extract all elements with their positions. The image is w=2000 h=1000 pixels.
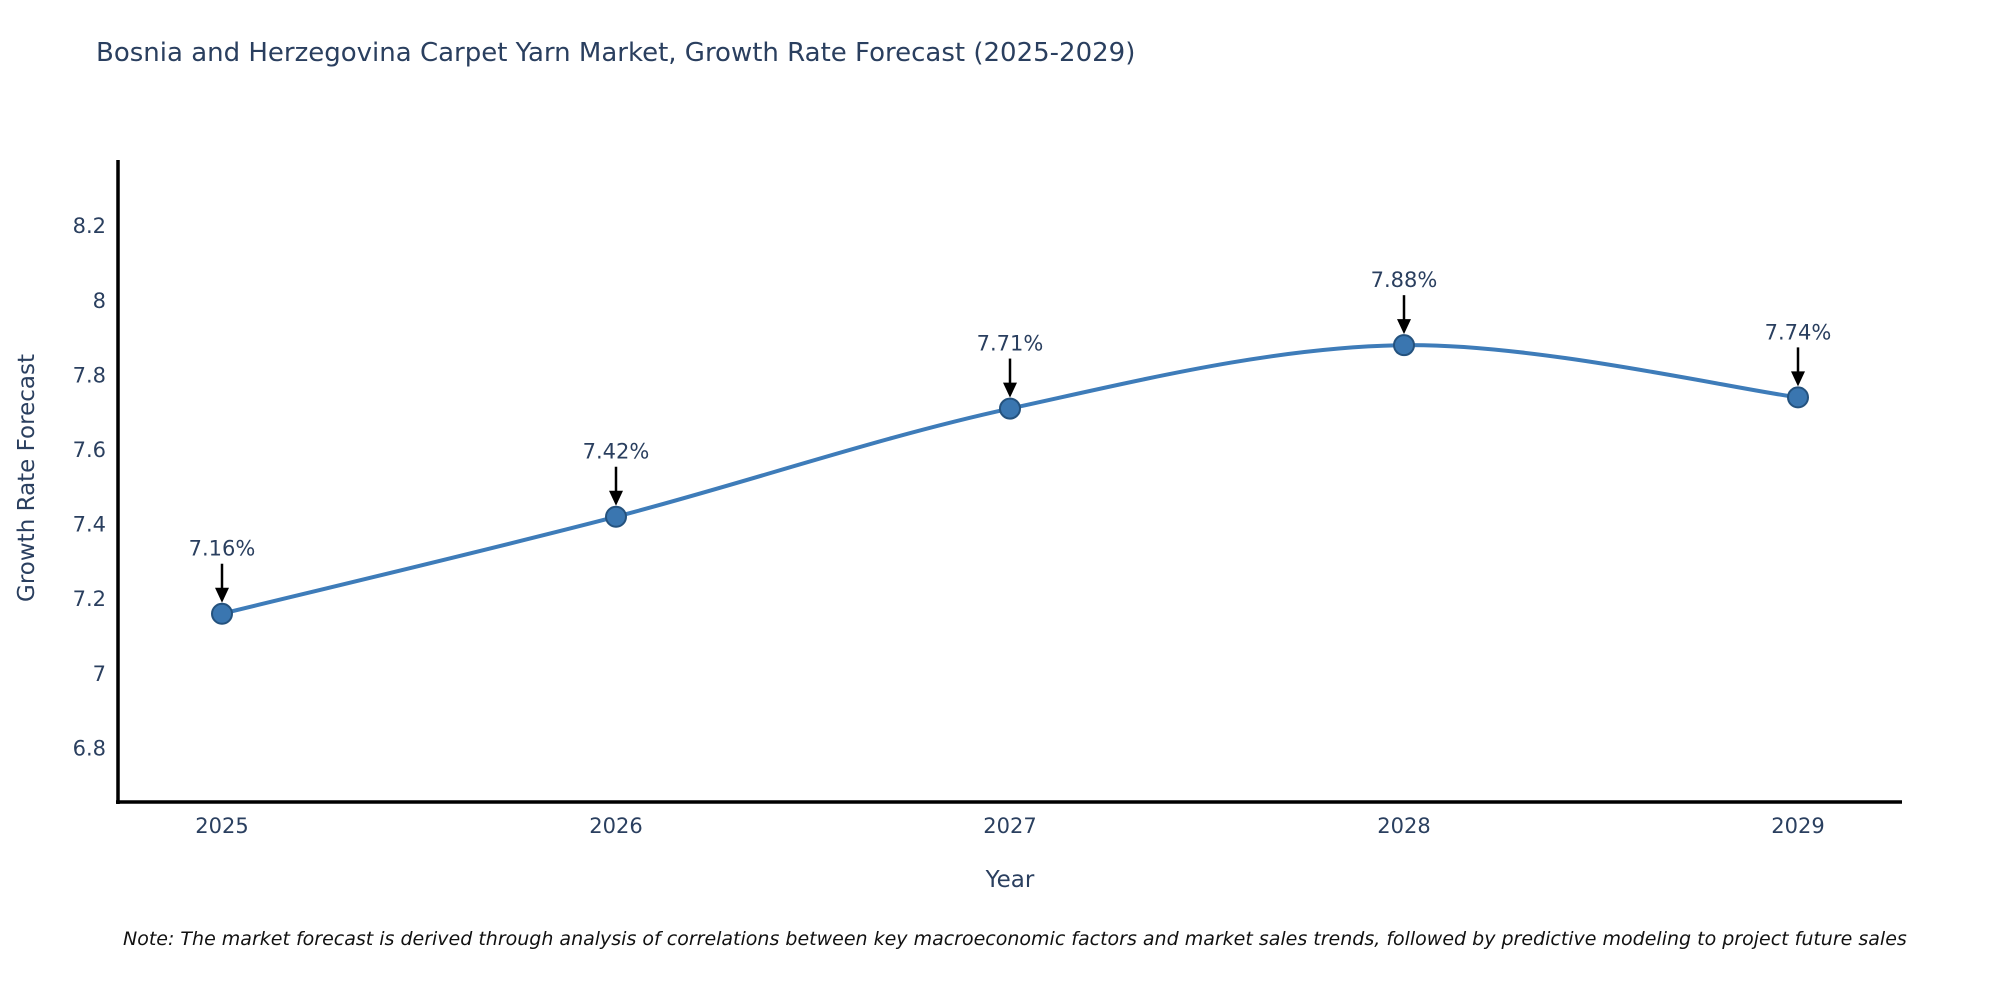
- data-point-marker: [605, 505, 627, 528]
- annotation-arrowhead: [1791, 371, 1805, 387]
- annotation-arrowhead: [1397, 319, 1411, 335]
- x-tick-label: 2025: [195, 814, 248, 838]
- y-tick-label: 7.4: [73, 513, 106, 537]
- annotation-arrowhead: [609, 490, 623, 506]
- x-tick-label: 2026: [589, 814, 642, 838]
- chart-title: Bosnia and Herzegovina Carpet Yarn Marke…: [96, 38, 1136, 68]
- data-point-label: 7.88%: [1371, 268, 1438, 292]
- x-tick-label: 2029: [1771, 814, 1824, 838]
- plot-layer: 6.8 7 7.2 7.4 7.6 7.8 8 8.2 2025 2026 2027 2028 2029…: [73, 214, 1832, 838]
- x-axis-title: Year: [985, 867, 1035, 893]
- y-tick-label: 7.2: [73, 587, 106, 611]
- y-tick-label: 7.8: [73, 363, 106, 387]
- data-point-marker: [999, 397, 1021, 420]
- y-tick-label: 6.8: [73, 736, 106, 760]
- x-tick-label: 2027: [983, 814, 1036, 838]
- data-point-label: 7.42%: [583, 440, 650, 464]
- y-tick-label: 8: [93, 289, 106, 313]
- data-point-label: 7.74%: [1765, 320, 1832, 344]
- y-axis-title: Growth Rate Forecast: [14, 354, 40, 602]
- data-point-marker: [211, 602, 233, 625]
- x-tick-label: 2028: [1377, 814, 1430, 838]
- annotation-arrowhead: [1003, 382, 1017, 398]
- data-point-label: 7.16%: [189, 537, 256, 561]
- footnote: Note: The market forecast is derived thr…: [123, 928, 1907, 950]
- y-tick-label: 7.6: [73, 438, 106, 462]
- data-point-label: 7.71%: [977, 332, 1044, 356]
- y-tick-label: 8.2: [73, 214, 106, 238]
- data-point-marker: [1393, 334, 1415, 357]
- annotation-arrowhead: [215, 587, 229, 603]
- y-tick-label: 7: [93, 662, 106, 686]
- data-point-marker: [1787, 386, 1809, 409]
